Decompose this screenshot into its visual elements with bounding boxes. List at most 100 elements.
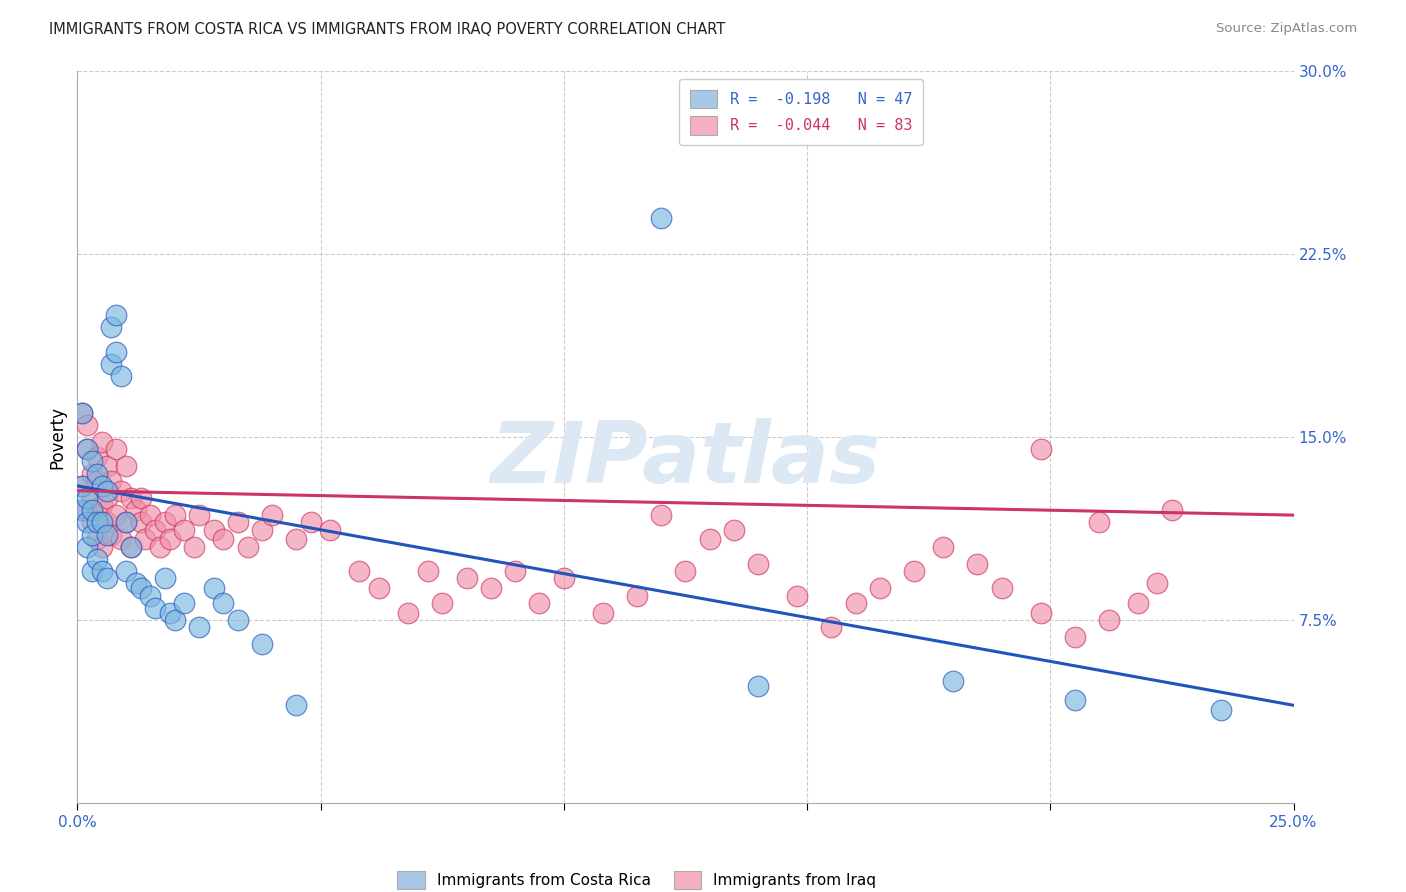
Point bbox=[70, 406, 93, 420]
Point bbox=[553, 572, 575, 586]
Point bbox=[159, 606, 181, 620]
Text: ZIPatlas: ZIPatlas bbox=[491, 417, 880, 500]
Point bbox=[1029, 442, 1052, 457]
Point bbox=[1029, 606, 1052, 620]
Point bbox=[368, 581, 391, 595]
Point bbox=[86, 516, 108, 530]
Point bbox=[86, 467, 108, 481]
Point bbox=[1146, 576, 1168, 591]
Point bbox=[260, 508, 283, 522]
Point bbox=[90, 499, 112, 513]
Point bbox=[1126, 596, 1149, 610]
Point bbox=[86, 474, 108, 488]
Point bbox=[90, 564, 112, 578]
Point bbox=[1063, 630, 1085, 644]
Point bbox=[80, 491, 103, 505]
Point bbox=[105, 308, 128, 322]
Point bbox=[675, 564, 697, 578]
Point bbox=[110, 483, 132, 498]
Point bbox=[129, 581, 152, 595]
Point bbox=[1161, 503, 1184, 517]
Point bbox=[90, 540, 112, 554]
Point bbox=[134, 533, 156, 547]
Point bbox=[76, 503, 98, 517]
Point bbox=[110, 533, 132, 547]
Point bbox=[90, 479, 112, 493]
Point bbox=[70, 406, 93, 420]
Point bbox=[159, 533, 181, 547]
Point bbox=[115, 459, 138, 474]
Point bbox=[70, 503, 93, 517]
Point bbox=[153, 516, 176, 530]
Point bbox=[96, 527, 118, 541]
Point bbox=[250, 637, 273, 651]
Point bbox=[163, 508, 186, 522]
Point bbox=[105, 508, 128, 522]
Point bbox=[86, 450, 108, 464]
Point bbox=[76, 417, 98, 432]
Point bbox=[650, 211, 672, 225]
Point bbox=[626, 589, 648, 603]
Point bbox=[139, 508, 162, 522]
Point bbox=[942, 673, 965, 688]
Point bbox=[966, 557, 988, 571]
Point bbox=[96, 572, 118, 586]
Point bbox=[250, 523, 273, 537]
Point bbox=[76, 516, 98, 530]
Point bbox=[70, 479, 93, 493]
Point bbox=[76, 540, 98, 554]
Point bbox=[70, 479, 93, 493]
Point bbox=[120, 491, 142, 505]
Point bbox=[100, 357, 122, 371]
Point bbox=[76, 442, 98, 457]
Point bbox=[202, 581, 225, 595]
Point bbox=[592, 606, 614, 620]
Point bbox=[86, 552, 108, 566]
Point bbox=[96, 483, 118, 498]
Point bbox=[86, 508, 108, 522]
Point bbox=[820, 620, 842, 634]
Point bbox=[100, 320, 122, 334]
Point bbox=[110, 369, 132, 384]
Point bbox=[76, 442, 98, 457]
Point bbox=[80, 454, 103, 468]
Point bbox=[869, 581, 891, 595]
Point bbox=[100, 527, 122, 541]
Point bbox=[115, 516, 138, 530]
Point bbox=[456, 572, 478, 586]
Point bbox=[503, 564, 526, 578]
Point bbox=[349, 564, 371, 578]
Point bbox=[163, 613, 186, 627]
Legend: Immigrants from Costa Rica, Immigrants from Iraq: Immigrants from Costa Rica, Immigrants f… bbox=[388, 862, 886, 892]
Point bbox=[149, 540, 172, 554]
Point bbox=[100, 474, 122, 488]
Point bbox=[96, 459, 118, 474]
Point bbox=[125, 503, 148, 517]
Point bbox=[129, 491, 152, 505]
Point bbox=[105, 344, 128, 359]
Point bbox=[285, 698, 308, 713]
Point bbox=[115, 516, 138, 530]
Point bbox=[143, 523, 166, 537]
Point bbox=[226, 613, 249, 627]
Point bbox=[236, 540, 259, 554]
Point bbox=[903, 564, 925, 578]
Point bbox=[80, 467, 103, 481]
Point bbox=[115, 564, 138, 578]
Point bbox=[143, 600, 166, 615]
Point bbox=[188, 620, 211, 634]
Point bbox=[139, 589, 162, 603]
Point bbox=[80, 527, 103, 541]
Point bbox=[319, 523, 342, 537]
Point bbox=[202, 523, 225, 537]
Point bbox=[76, 491, 98, 505]
Point bbox=[96, 516, 118, 530]
Point bbox=[153, 572, 176, 586]
Point bbox=[183, 540, 205, 554]
Point bbox=[96, 491, 118, 505]
Point bbox=[86, 533, 108, 547]
Point bbox=[105, 442, 128, 457]
Point bbox=[723, 523, 745, 537]
Point bbox=[416, 564, 439, 578]
Point bbox=[1209, 703, 1232, 717]
